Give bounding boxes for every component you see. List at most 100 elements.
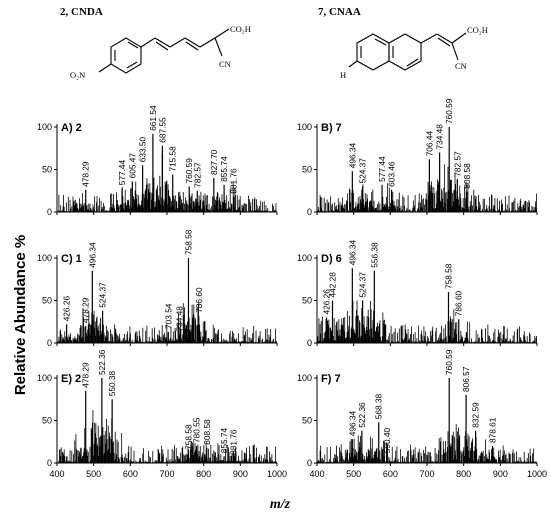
x-tick-label: 600 (123, 469, 138, 479)
peak-label: 758.58 (183, 229, 193, 255)
x-tick-label: 1000 (527, 469, 547, 479)
x-tick-label: 800 (196, 469, 211, 479)
peak-label: 855.74 (219, 156, 229, 182)
peak-label: 522.36 (357, 402, 367, 428)
background-peaks (317, 300, 537, 343)
peak-label: 760.59 (184, 158, 194, 184)
peak-label: 782.57 (192, 162, 202, 188)
panel-label: B) 7 (321, 122, 342, 134)
y-tick-label: 50 (42, 416, 52, 426)
peak-label: 715.58 (168, 146, 178, 172)
y-tick-label: 100 (297, 253, 312, 263)
panel-E: 0 50 100 400 500 600 700 800 900 1000 478.29 522.36… (37, 349, 287, 479)
x-tick-label: 800 (456, 469, 471, 479)
peak-label: 855.74 (219, 427, 229, 453)
y-tick-label: 0 (47, 458, 52, 468)
y-tick-label: 0 (307, 458, 312, 468)
peak-label: 478.29 (81, 362, 91, 388)
x-tick-label: 500 (346, 469, 361, 479)
peak-label: 734.48 (175, 306, 185, 332)
peak-label: 426.26 (62, 296, 72, 322)
peak-label: 808.58 (202, 419, 212, 445)
peak-label: 827.70 (209, 149, 219, 175)
x-tick-label: 400 (309, 469, 324, 479)
peak-label: 758.58 (443, 263, 453, 289)
background-peaks (317, 164, 537, 212)
peak-label: 524.37 (358, 272, 368, 298)
peak-label: 780.55 (192, 417, 202, 443)
peak-label: 496.34 (347, 142, 357, 168)
peak-label: 605.47 (127, 153, 137, 179)
peak-label: 426.26 (322, 289, 332, 315)
y-tick-label: 50 (302, 296, 312, 306)
structure-cnda: 2, CNDA O₂N CO₂H CN (60, 6, 251, 80)
background-peaks (57, 303, 277, 343)
naphthalene-ring-b (388, 33, 422, 71)
panel-label: E) 2 (61, 373, 81, 385)
peak-label: 522.36 (97, 349, 107, 375)
y-axis-title: Relative Abundance % (12, 235, 29, 395)
panel-C: 0 50 100 426.26 478.29 496.34 524.37 703.54 734.… (37, 229, 278, 348)
peak-label: 496.34 (347, 239, 357, 265)
peak-label: 703.54 (163, 303, 173, 329)
peak-label: 524.37 (358, 158, 368, 184)
peak-label: 496.34 (347, 410, 357, 436)
peak-label: 661.54 (148, 105, 158, 131)
peak-label: 577.44 (117, 159, 127, 185)
y-tick-label: 100 (37, 253, 52, 263)
x-tick-label: 500 (86, 469, 101, 479)
x-tick-label: 900 (493, 469, 508, 479)
y-tick-label: 0 (307, 207, 312, 217)
peak-label: 524.37 (98, 282, 108, 308)
peak-label: 550.38 (107, 370, 117, 396)
y-tick-label: 50 (302, 416, 312, 426)
nitro-group: O₂N (70, 70, 85, 80)
peak-label: 786.60 (454, 290, 464, 316)
y-tick-label: 50 (42, 296, 52, 306)
y-tick-label: 0 (47, 338, 52, 348)
peak-label: 760.59 (444, 349, 454, 375)
right-structure-title: 7, CNAA (318, 6, 361, 18)
x-tick-label: 400 (49, 469, 64, 479)
y-tick-label: 0 (47, 207, 52, 217)
panel-F: 0 50 100 400 500 600 700 800 900 1000 496.34 522.36… (297, 349, 547, 479)
peak-label: 881.76 (229, 168, 239, 194)
peak-label: 577.44 (377, 156, 387, 182)
left-structure-title: 2, CNDA (60, 6, 103, 18)
peak-label: 782.57 (452, 151, 462, 177)
x-tick-label: 1000 (267, 469, 287, 479)
x-tick-label: 700 (419, 469, 434, 479)
peak-label: 786.60 (194, 287, 204, 313)
y-tick-label: 100 (297, 373, 312, 383)
carboxylic-acid-right: CO₂H (467, 25, 488, 35)
peak-label: 878.61 (487, 417, 497, 443)
peak-label: 734.48 (435, 124, 445, 150)
peak-label: 706.44 (424, 131, 434, 157)
peak-label: 603.46 (387, 161, 397, 187)
peak-label: 590.40 (382, 427, 392, 453)
x-axis-title: m/z (270, 497, 291, 512)
peak-label: 478.29 (81, 161, 91, 187)
peak-label: 478.29 (81, 297, 91, 323)
background-peaks (57, 409, 277, 463)
y-tick-label: 50 (302, 165, 312, 175)
nitrile-left: CN (219, 59, 231, 69)
peak-label: 808.58 (462, 163, 472, 189)
peak-label: 758.58 (183, 424, 193, 450)
peak-label: 806.57 (461, 366, 471, 392)
peak-label: 568.38 (374, 393, 384, 419)
panel-label: D) 6 (321, 253, 342, 265)
y-tick-label: 100 (37, 122, 52, 132)
panel-label: C) 1 (61, 253, 82, 265)
nitrile-right: CN (455, 61, 467, 71)
structure-cnaa: 7, CNAA H CO₂H CN (318, 6, 488, 80)
hydrogen-substituent: H (340, 70, 346, 80)
x-tick-label: 700 (159, 469, 174, 479)
carboxylic-acid-left: CO₂H (230, 24, 251, 34)
y-tick-label: 50 (42, 165, 52, 175)
peak-label: 687.55 (157, 117, 167, 143)
panel-label: F) 7 (321, 373, 341, 385)
